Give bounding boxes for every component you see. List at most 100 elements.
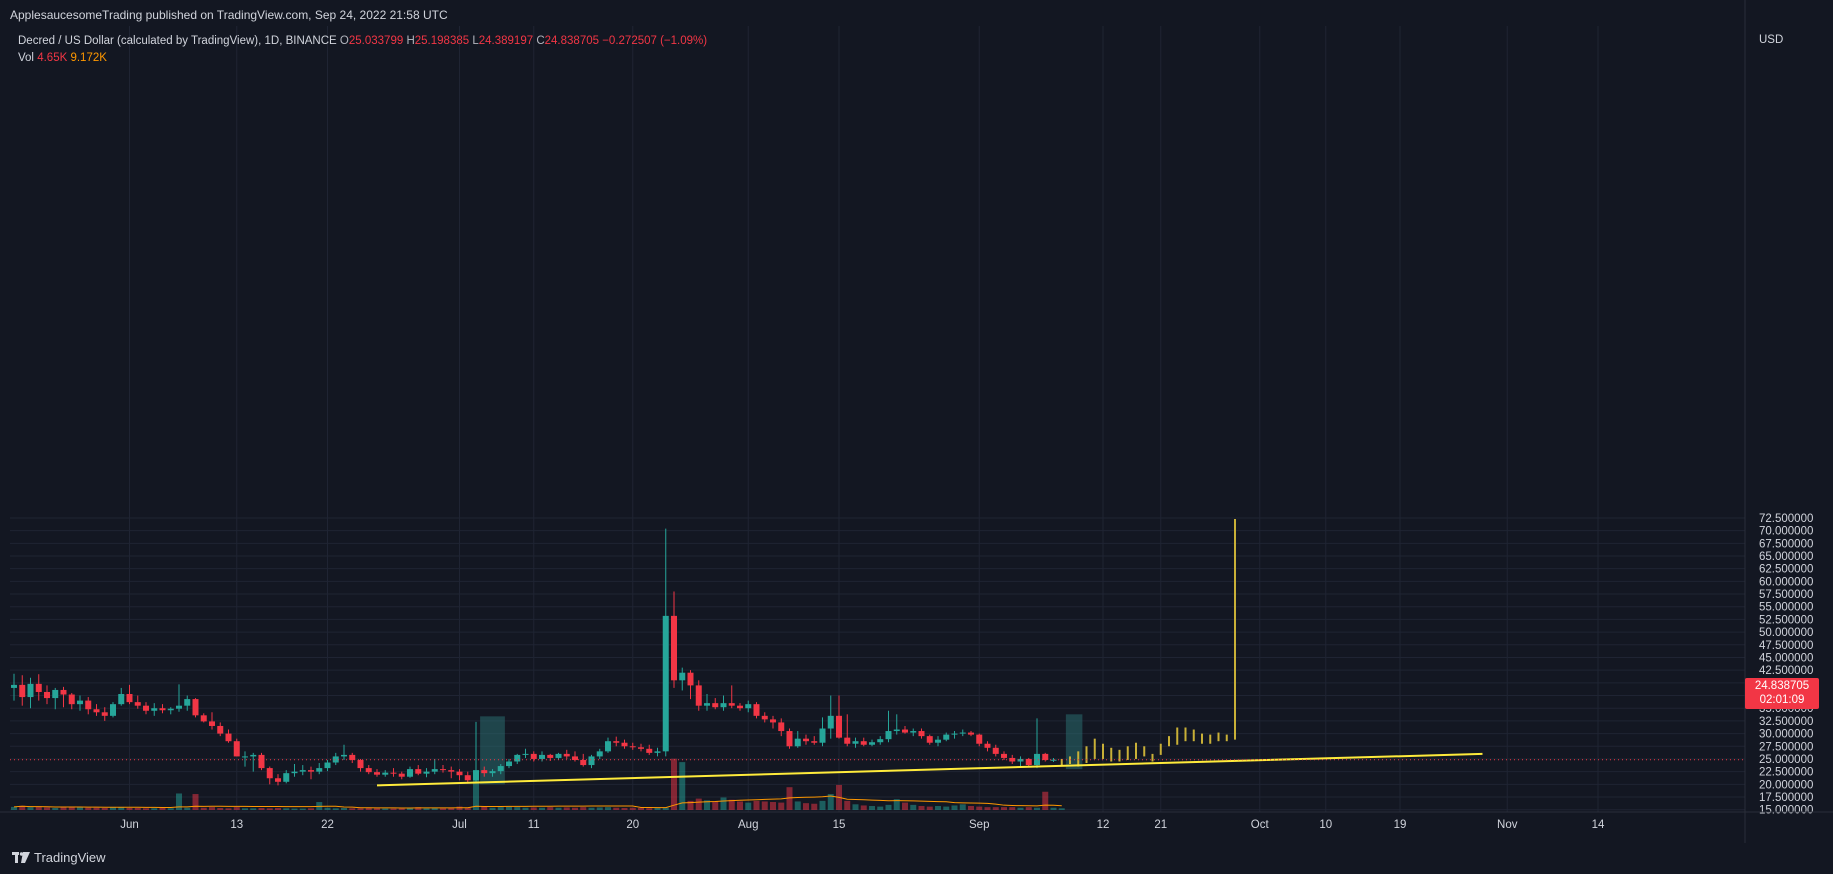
candle bbox=[687, 670, 694, 700]
candle bbox=[613, 736, 620, 747]
y-tick-label: 17.500000 bbox=[1759, 792, 1813, 804]
candle bbox=[110, 702, 116, 718]
volume-bar bbox=[497, 807, 504, 810]
candle-body bbox=[27, 683, 34, 698]
candle-body bbox=[308, 770, 314, 772]
candle-body bbox=[464, 775, 471, 781]
volume-bar bbox=[580, 807, 587, 810]
candle-body bbox=[992, 747, 999, 754]
candle bbox=[1017, 756, 1024, 767]
candle bbox=[374, 769, 380, 777]
candle-body bbox=[275, 778, 281, 782]
x-tick-label: 19 bbox=[1394, 819, 1407, 831]
candle-body bbox=[497, 766, 504, 772]
candle-body bbox=[1034, 753, 1040, 766]
ohlc-close: 24.838705 bbox=[544, 35, 600, 47]
candle bbox=[794, 731, 801, 748]
candle-body bbox=[869, 742, 875, 745]
candle-body bbox=[596, 751, 603, 757]
candle-body bbox=[118, 694, 125, 705]
candle bbox=[283, 770, 290, 784]
tradingview-logo[interactable]: TradingView bbox=[12, 850, 106, 865]
volume-bar bbox=[704, 800, 710, 810]
candle-body bbox=[695, 685, 702, 706]
volume-bar bbox=[1050, 807, 1057, 810]
candle-body bbox=[852, 741, 859, 744]
candle bbox=[382, 770, 389, 777]
volume-bar bbox=[93, 807, 100, 810]
volume-bar bbox=[926, 806, 933, 810]
candle-body bbox=[390, 772, 397, 774]
candle bbox=[497, 764, 504, 775]
candle-body bbox=[827, 715, 834, 729]
volume-bar bbox=[77, 807, 83, 810]
candle bbox=[563, 749, 570, 759]
candle bbox=[143, 702, 149, 715]
volume-bar bbox=[679, 762, 686, 810]
candle bbox=[44, 685, 50, 705]
volume-bar bbox=[671, 758, 677, 810]
volume-bar bbox=[984, 807, 991, 810]
candle-body bbox=[745, 704, 752, 709]
volume-bar bbox=[1009, 807, 1016, 810]
candle-body bbox=[407, 769, 413, 777]
volume-bar bbox=[126, 808, 133, 810]
candle bbox=[233, 738, 240, 757]
candle bbox=[786, 728, 793, 749]
volume-bar bbox=[489, 807, 496, 810]
volume-bar bbox=[283, 808, 290, 810]
volume-bar bbox=[695, 798, 702, 810]
candle bbox=[1034, 718, 1040, 769]
volume-bar bbox=[349, 808, 356, 810]
candle-body bbox=[11, 684, 17, 688]
volume-bar bbox=[720, 797, 727, 810]
candle-body bbox=[233, 741, 240, 757]
volume-bar bbox=[976, 806, 983, 810]
volume-bar bbox=[885, 804, 892, 810]
candle-body bbox=[844, 737, 851, 744]
candle bbox=[984, 741, 991, 752]
candle-body bbox=[753, 704, 760, 716]
candle-body bbox=[885, 731, 892, 740]
volume-bar bbox=[225, 808, 232, 810]
candle bbox=[654, 747, 661, 757]
volume-bar bbox=[877, 806, 884, 810]
y-tick-label: 45.000000 bbox=[1759, 652, 1813, 664]
candle-body bbox=[1025, 758, 1032, 766]
candle bbox=[176, 684, 182, 712]
volume-bar bbox=[1001, 807, 1007, 810]
candle-body bbox=[266, 768, 273, 779]
candle bbox=[167, 707, 174, 715]
candle bbox=[580, 753, 587, 767]
volume-bar bbox=[959, 804, 966, 810]
volume-bar bbox=[258, 808, 265, 810]
volume-bar bbox=[992, 807, 999, 810]
candle bbox=[1009, 754, 1016, 765]
candle bbox=[126, 684, 133, 705]
candle-body bbox=[19, 684, 26, 698]
candle bbox=[118, 687, 125, 706]
candle-body bbox=[662, 615, 669, 752]
candle-body bbox=[786, 731, 793, 747]
volume-bar bbox=[943, 806, 950, 810]
volume-bar bbox=[563, 807, 570, 810]
candle bbox=[68, 692, 75, 710]
y-tick-label: 20.000000 bbox=[1759, 779, 1813, 791]
candle-body bbox=[77, 700, 83, 705]
candle-body bbox=[200, 715, 207, 722]
candle bbox=[134, 695, 141, 709]
candle-body bbox=[613, 741, 620, 743]
candle bbox=[407, 766, 413, 778]
tradingview-logo-icon bbox=[12, 851, 30, 863]
volume-bar bbox=[68, 806, 75, 810]
volume-bar bbox=[110, 807, 116, 810]
candle bbox=[473, 721, 479, 782]
candle-body bbox=[555, 753, 562, 758]
candle-body bbox=[761, 715, 768, 720]
candle-body bbox=[506, 761, 512, 767]
candle bbox=[209, 712, 215, 730]
volume-bar bbox=[291, 808, 298, 810]
candle-body bbox=[440, 769, 446, 771]
volume-ma: 9.172K bbox=[70, 52, 107, 64]
